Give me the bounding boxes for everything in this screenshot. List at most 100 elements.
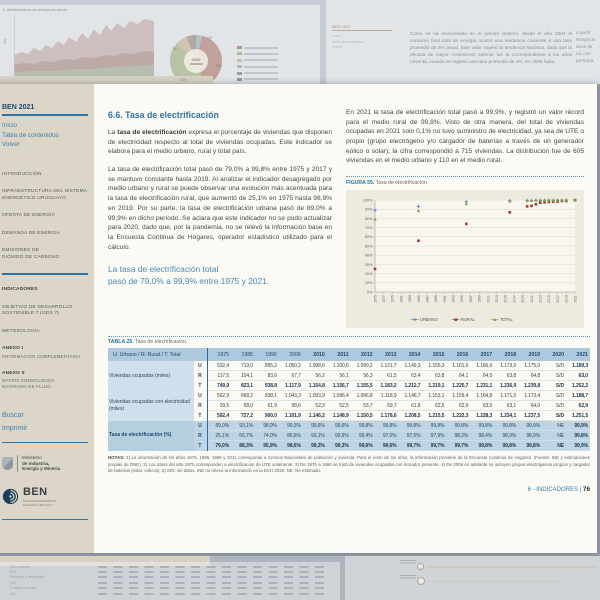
table-header-year: 2011 [326,348,351,362]
table-value-cell: 1.159,4 [446,390,471,402]
table-value-cell: 1.219,1 [422,380,447,392]
table-value-cell: 1.149,3 [398,361,423,372]
table-value-cell: S/D [542,361,566,372]
y-tick-label: 100% [363,197,373,202]
table-value-cell: 1.208,5 [398,410,423,422]
table-value-cell: 1.156,7 [326,380,351,392]
faded-slider-track-2 [428,580,563,582]
faded-legend-text [244,78,278,81]
table-value-cell: 58,0 [231,400,255,412]
sidebar-item-emisiones[interactable]: EMISIONES DE DIÓXIDO DE CARBONO [2,248,88,261]
table-value-cell: 1.098,6 [302,361,327,372]
faded-table-row-label: Petróleo y derivados [10,575,45,580]
x-tick-label: 1999 [478,295,482,303]
faded-donut-percent: 7% [172,47,177,51]
faded-table-row-values [98,571,326,574]
table-value-cell: 98,2% [446,430,471,442]
x-tick-label: 1985 [417,295,421,303]
sidebar-item-label: DEMANDA DE ENERGÍA [2,230,61,236]
table-value-cell: 99,7% [422,440,447,452]
sidebar-item-oferta[interactable]: OFERTA DE ENERGÍA [2,213,88,219]
table-value-cell: 99,9% [518,420,543,432]
faded-figure-caption: 6. Abastecimiento de energía por fuente. [3,8,68,12]
table-value-cell: 1.155,3 [422,361,447,372]
sidebar-link-tabla-de-contenidos[interactable]: Tabla de contenidos [2,131,59,139]
ben-logo-subtext: BALANCE ENERGÉTICO NACIONAL URUGUAY [23,499,57,508]
table-value-cell: S/D [542,390,566,402]
sidebar-bottom-rule [2,519,88,521]
faded-table-row: Petróleo y derivados [10,575,340,580]
table-value-cell: 1.215,5 [422,410,447,422]
x-tick-label: 2013 [539,295,543,303]
data-point-rural [508,210,512,214]
sidebar-item-ods7[interactable]: OBJETIVO DE DESARROLLO SOSTENIBLE 7 (ODS… [2,305,88,318]
sidebar-item-introduccion[interactable]: INTRODUCCIÓN [2,172,88,178]
data-point-total [373,217,377,221]
sidebar-item-infraestructura[interactable]: INFRAESTRUCTURA DEL SISTEMA ENERGÉTICO U… [2,189,88,202]
sidebar-action-buscar[interactable]: Buscar [2,411,24,419]
data-point-rural [543,200,546,204]
sidebar: BEN 2021 Inicio Tabla de contenidos Volver… [0,84,94,553]
sidebar-link-volver[interactable]: Volver [2,141,20,148]
faded-legend-row [237,52,278,56]
table-value-cell: 56,3 [350,370,375,382]
ministry-line1: Ministerio [22,454,42,460]
table-header-year: 2012 [350,348,375,362]
table-caption-text: Tasa de electrificación. [133,339,188,346]
footer-section: 6 - INDICADORES [527,487,578,494]
table-value-cell: 1.121,7 [374,361,399,372]
table-value-cell: 1.228,3 [470,410,495,422]
table-caption: TABLA 25. Tasa de electrificación. [108,335,590,346]
sidebar-divider-line [2,441,88,443]
highlight-callout: La tasa de electrificación total pasó de… [108,264,270,287]
x-tick-label: 1993 [452,295,456,303]
table-header-year: 2020 [542,348,566,362]
table-value-cell: NE [542,440,566,452]
x-tick-label: 1995 [460,295,464,303]
x-tick-label: 1977 [382,295,386,303]
table-value-cell: 99,8% [350,420,375,432]
table-value-cell: 1.043,3 [278,390,303,402]
sidebar-item-demanda[interactable]: DEMANDA DE ENERGÍA [2,231,88,237]
x-tick-label: 1981 [399,295,403,303]
table-value-cell: 97,9% [422,430,447,442]
table-value-cell: 1.251,5 [565,410,590,422]
faded-slider-label-2 [400,575,416,580]
document-page: BEN 2021 Inicio Tabla de contenidos Volver… [0,84,597,553]
sidebar-item-metodologia[interactable]: METODOLOGÍA [2,329,88,335]
table-value-cell: 64,8 [518,370,543,382]
x-tick-label: 2005 [504,295,508,303]
faded-area-chart [14,15,154,77]
table-value-cell: 1.231,1 [470,380,495,392]
x-tick-label: 1997 [469,295,473,303]
table-value-cell: 1.096,8 [350,390,375,402]
table-value-cell: 99,8% [470,440,495,452]
table-value-cell: 55,7% [231,430,255,442]
table-value-cell: 1.212,7 [398,380,423,392]
table-value-cell: 1.100,6 [326,361,351,372]
table-value-cell: 1.150,5 [350,410,375,422]
table-value-cell: 64,0 [518,400,543,412]
table-value-cell: 99,3% [278,420,303,432]
table-value-cell: 53,7 [350,400,375,412]
sidebar-action-imprimir[interactable]: Imprimir [2,424,28,432]
sidebar-item-anexo-2[interactable]: ANEXO II MATRIZ CONSOLIDADA DIAGRAMA DE F… [2,371,88,390]
table-value-cell: 93,1% [302,430,327,442]
sidebar-item-label: METODOLOGÍA [2,328,40,334]
table-group-label: Tasa de electrificación (%) [108,420,195,451]
data-point-rural [534,202,538,206]
sidebar-item-indicadores[interactable]: INDICADORES [2,287,88,293]
sidebar-item-anexo-1[interactable]: ANEXO I INFORMACIÓN COMPLEMENTARIA [2,346,88,359]
faded-slider-handle-1 [417,563,424,570]
x-tick-label: 1991 [443,295,447,303]
table-value-cell: 99,7% [398,440,423,452]
table-value-cell: 99,6% [302,420,327,432]
data-point-total [464,201,469,205]
sidebar-link-inicio[interactable]: Inicio [2,122,17,129]
table-value-cell: 1.173,0 [494,361,519,372]
faded-page-charts: 6. Abastecimiento de energía por fuente.… [0,5,320,84]
faded-legend-row [237,58,278,62]
table-value-cell: 668,2 [231,390,255,402]
ben-logo-text: BEN [23,486,48,499]
table-value-cell: 52,3 [302,400,327,412]
